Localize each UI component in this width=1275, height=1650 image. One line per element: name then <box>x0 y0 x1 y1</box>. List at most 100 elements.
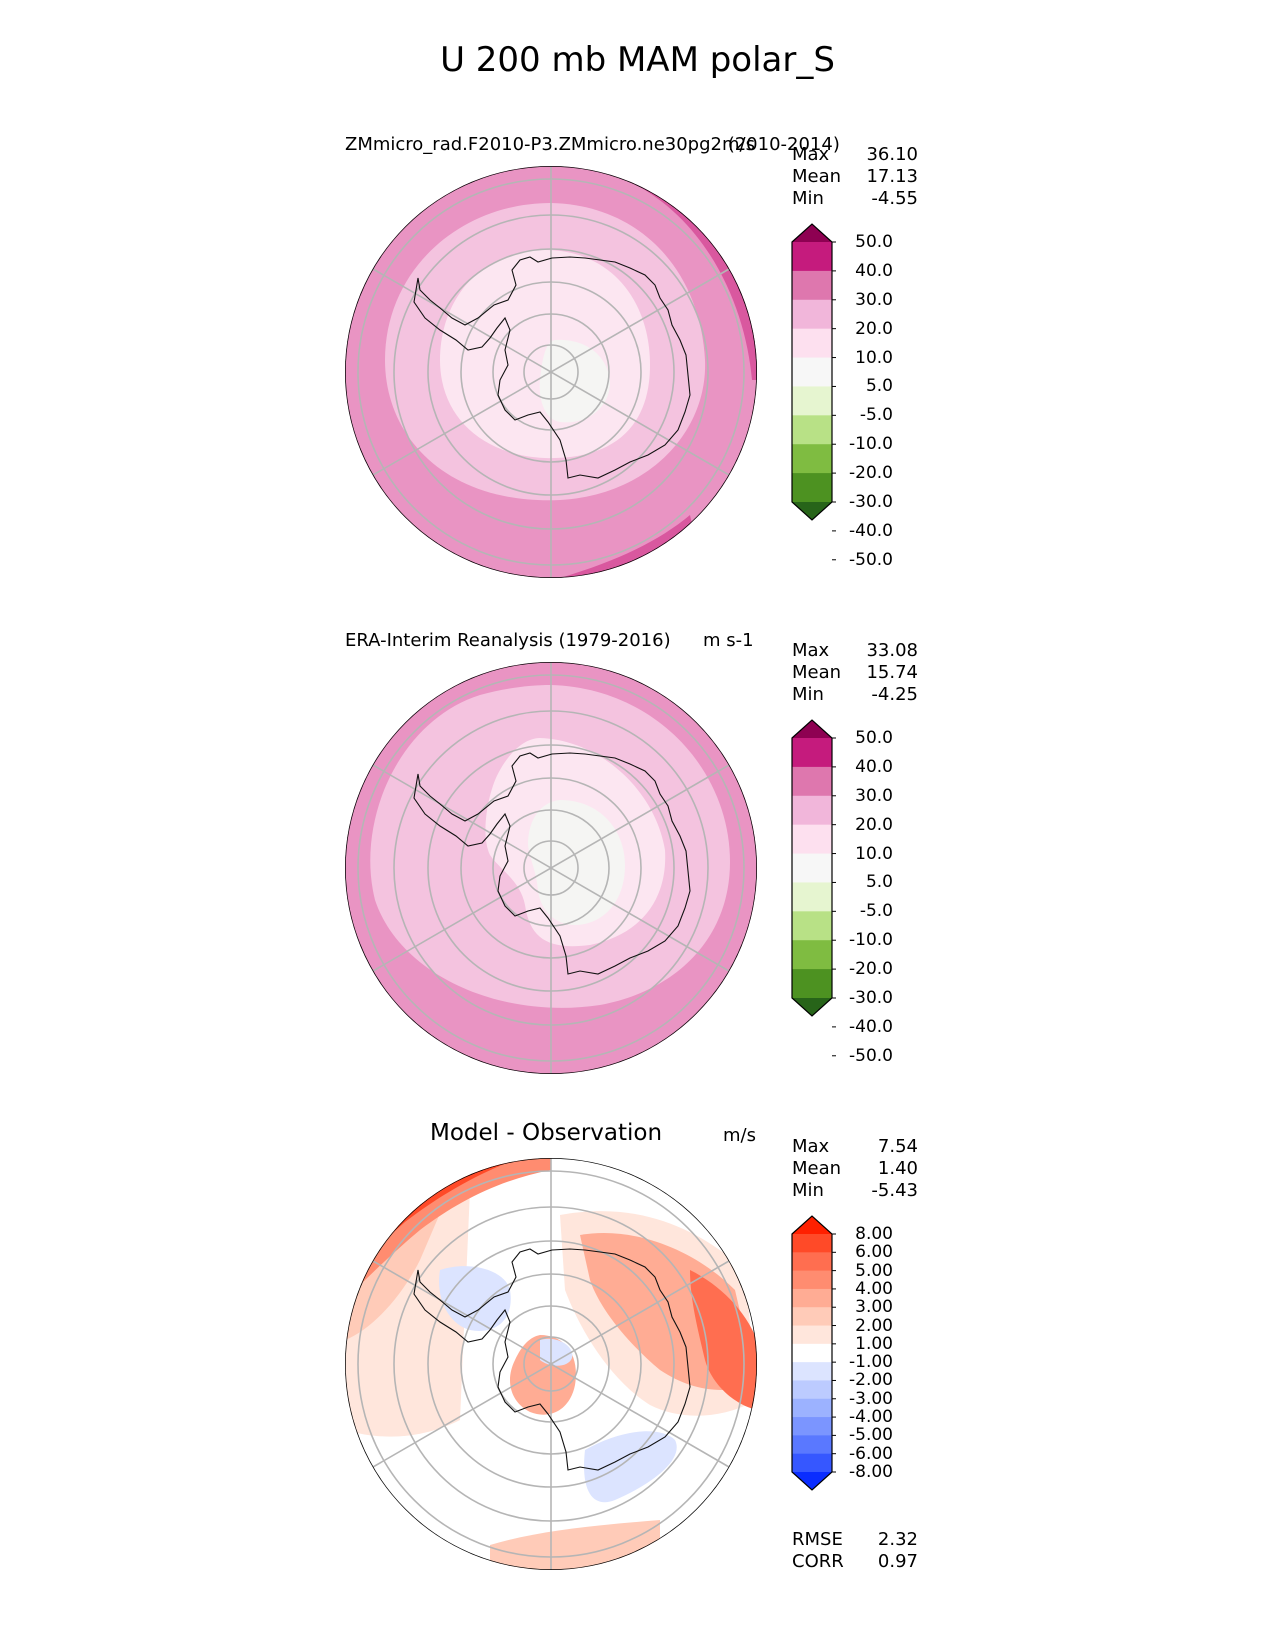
panel-1-antarctica-coastline <box>413 256 691 479</box>
panel-3-colorbar-tick-label: -4.00 <box>849 1407 893 1428</box>
panel-3-colorbar-cell <box>792 1325 832 1345</box>
panel-1-max-value: 36.10 <box>866 144 918 165</box>
panel-2-colorbar-tick-label: -10.0 <box>849 930 893 951</box>
panel-2-colorbar-tick-label: -5.0 <box>859 901 893 922</box>
panel-3-colorbar-tick-label: 2.00 <box>855 1315 893 1336</box>
panel-1-colorbar-tick-label: 40.0 <box>855 260 893 281</box>
panel-1-colorbar-cell <box>792 299 832 330</box>
panel-1-colorbar-tick-label: 20.0 <box>855 318 893 339</box>
panel-3-rmse-value: 2.32 <box>877 1529 918 1550</box>
panel-3-rmse-label: RMSE <box>792 1529 843 1550</box>
panel-3-colorbar-cell <box>792 1398 832 1418</box>
panel-3-colorbar-tick-label: 8.00 <box>855 1224 893 1244</box>
panel-2-colorbar-cell <box>792 766 832 797</box>
panel-3-min-label: Min <box>792 1180 824 1201</box>
panel-3-corr-label: CORR <box>792 1551 844 1572</box>
panel-2-colorbar-tick-label: 5.0 <box>865 872 893 893</box>
panel-3-map <box>345 1158 757 1570</box>
panel-1-colorbar-cell <box>792 242 832 272</box>
panel-1-colorbar-cell <box>792 270 832 301</box>
panel-2-max-label: Max <box>792 640 830 661</box>
panel-1-min-value: -4.55 <box>871 188 918 209</box>
panel-2-colorbar-tick-label: -50.0 <box>849 1045 893 1066</box>
panel-2-mean-label: Mean <box>792 662 842 683</box>
panel-2-colorbar-cell <box>792 940 832 970</box>
panel-3-mean-value: 1.40 <box>877 1158 918 1179</box>
panel-2-colorbar-tick-label: -30.0 <box>849 988 893 1008</box>
panel-3-colorbar-extend-top <box>792 1216 832 1234</box>
panel-3-colorbar-cell <box>792 1435 832 1455</box>
panel-1-mean-label: Mean <box>792 166 842 187</box>
panel-3-field-neg-1-2-west <box>439 1266 511 1331</box>
panel-1-colorbar-cell <box>792 357 832 387</box>
panel-1-colorbar-tick-label: -5.0 <box>859 405 893 426</box>
panel-3-max-value: 7.54 <box>877 1136 918 1157</box>
panel-3-colorbar-cell <box>792 1234 832 1253</box>
panel-3-field-neg-1-2-south <box>584 1431 677 1503</box>
panel-1-colorbar-tick-label: 30.0 <box>855 289 893 310</box>
panel-3-min-value: -5.43 <box>871 1180 918 1201</box>
panel-3-colorbar-tick-label: 6.00 <box>855 1242 893 1263</box>
panel-1-colorbar-tick-label: -50.0 <box>849 549 893 570</box>
panel-1-units: m/s <box>722 134 755 155</box>
panel-3-title: Model - Observation <box>430 1120 663 1146</box>
panel-3-colorbar-tick-label: -5.00 <box>849 1425 893 1446</box>
panel-3-colorbar-cell <box>792 1362 832 1381</box>
panel-2-map <box>345 662 757 1074</box>
panel-3-field-neg-1-2-pole <box>540 1338 573 1366</box>
panel-1-colorbar-tick-label: 10.0 <box>855 347 893 368</box>
panel-1-colorbar-tick-label: 50.0 <box>855 232 893 252</box>
panel-3-colorbar-cell <box>792 1307 832 1327</box>
panel-1-colorbar-tick-label: -30.0 <box>849 492 893 512</box>
panel-1-colorbar-cell <box>792 386 832 416</box>
panel-2-colorbar-tick-label: 20.0 <box>855 814 893 835</box>
figure-title: U 200 mb MAM polar_S <box>440 40 835 80</box>
panel-1-colorbar-tick-label: -20.0 <box>849 463 893 484</box>
panel-2-colorbar-tick-label: 10.0 <box>855 843 893 864</box>
panel-2-colorbar-cell <box>792 795 832 826</box>
panel-1-colorbar-cell <box>792 444 832 474</box>
panel-3-colorbar-tick-label: 1.00 <box>855 1333 893 1354</box>
panel-3-field-pos-1-2-south <box>490 1520 660 1570</box>
panel-3-colorbar-extend-bottom <box>792 1472 832 1490</box>
panel-2-colorbar-cell <box>792 853 832 883</box>
panel-1-colorbar-tick-label: -10.0 <box>849 434 893 455</box>
panel-2-colorbar-tick-label: -40.0 <box>849 1016 893 1037</box>
panel-2-title: ERA-Interim Reanalysis (1979-2016) <box>345 630 671 651</box>
panel-3-colorbar-tick-label: -8.00 <box>849 1462 893 1482</box>
panel-3-colorbar-tick-label: 5.00 <box>855 1260 893 1281</box>
panel-1-colorbar-tick-label: -40.0 <box>849 520 893 541</box>
panel-1-colorbar-extend-top <box>792 224 832 242</box>
panel-2-min-value: -4.25 <box>871 684 918 705</box>
panel-3-colorbar-tick-label: -1.00 <box>849 1352 893 1373</box>
panel-1-colorbar-extend-bottom <box>792 502 832 520</box>
panel-1-min-label: Min <box>792 188 824 209</box>
panel-3-field-pos-2-3-west <box>345 1190 450 1340</box>
panel-2-field-band-neutral <box>528 800 625 925</box>
panel-3-corr-value: 0.97 <box>877 1551 918 1572</box>
panel-3-colorbar-cell <box>792 1343 832 1363</box>
panel-2-colorbar-cell <box>792 882 832 912</box>
panel-1-colorbar-cell <box>792 473 832 503</box>
panel-3-colorbar-cell <box>792 1380 832 1400</box>
panel-1-field-band-neutral <box>539 339 610 423</box>
panel-1-colorbar-tick-label: 5.0 <box>865 376 893 397</box>
panel-1-title: ZMmicro_rad.F2010-P3.ZMmicro.ne30pg2 (20… <box>345 134 840 155</box>
panel-2-colorbar-cell <box>792 738 832 768</box>
panel-1-map <box>345 166 757 578</box>
panel-2-max-value: 33.08 <box>866 640 918 661</box>
panel-1-max-label: Max <box>792 144 830 165</box>
panel-1-colorbar-cell <box>792 328 832 359</box>
panel-3-colorbar-tick-label: 3.00 <box>855 1297 893 1318</box>
panel-3-gridlines <box>357 1158 745 1570</box>
panel-2-antarctica-coastline <box>413 752 691 975</box>
panel-2-colorbar-extend-top <box>792 720 832 738</box>
panel-3-colorbar-cell <box>792 1288 832 1308</box>
panel-3-colorbar-tick-label: -3.00 <box>849 1388 893 1409</box>
panel-1-gridlines <box>357 166 745 578</box>
panel-3-colorbar-tick-label: -6.00 <box>849 1443 893 1464</box>
panel-3-units: m/s <box>723 1125 756 1146</box>
panel-2-colorbar-tick-label: -20.0 <box>849 959 893 980</box>
panel-3-colorbar-tick-label: -2.00 <box>849 1370 893 1391</box>
panel-2-gridlines <box>357 662 745 1074</box>
